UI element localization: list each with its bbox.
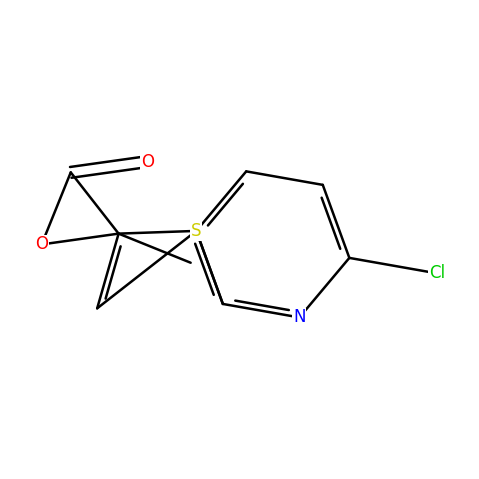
Text: Cl: Cl [429, 264, 445, 283]
Text: O: O [141, 153, 154, 171]
Text: S: S [191, 222, 202, 240]
Text: O: O [35, 236, 48, 253]
Text: N: N [293, 308, 306, 326]
